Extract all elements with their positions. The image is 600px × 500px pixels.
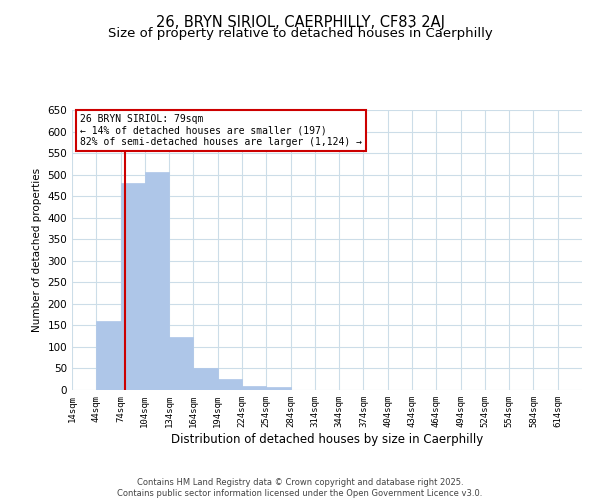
Y-axis label: Number of detached properties: Number of detached properties bbox=[32, 168, 42, 332]
Bar bbox=[145, 172, 169, 390]
Text: 26 BRYN SIRIOL: 79sqm
← 14% of detached houses are smaller (197)
82% of semi-det: 26 BRYN SIRIOL: 79sqm ← 14% of detached … bbox=[80, 114, 362, 148]
Text: Size of property relative to detached houses in Caerphilly: Size of property relative to detached ho… bbox=[107, 28, 493, 40]
Bar bbox=[96, 321, 121, 390]
X-axis label: Distribution of detached houses by size in Caerphilly: Distribution of detached houses by size … bbox=[171, 432, 483, 446]
Bar bbox=[193, 368, 218, 390]
Text: Contains HM Land Registry data © Crown copyright and database right 2025.
Contai: Contains HM Land Registry data © Crown c… bbox=[118, 478, 482, 498]
Text: 26, BRYN SIRIOL, CAERPHILLY, CF83 2AJ: 26, BRYN SIRIOL, CAERPHILLY, CF83 2AJ bbox=[155, 15, 445, 30]
Bar bbox=[242, 386, 266, 390]
Bar bbox=[266, 388, 290, 390]
Bar bbox=[218, 379, 242, 390]
Bar bbox=[169, 337, 193, 390]
Bar bbox=[121, 183, 145, 390]
